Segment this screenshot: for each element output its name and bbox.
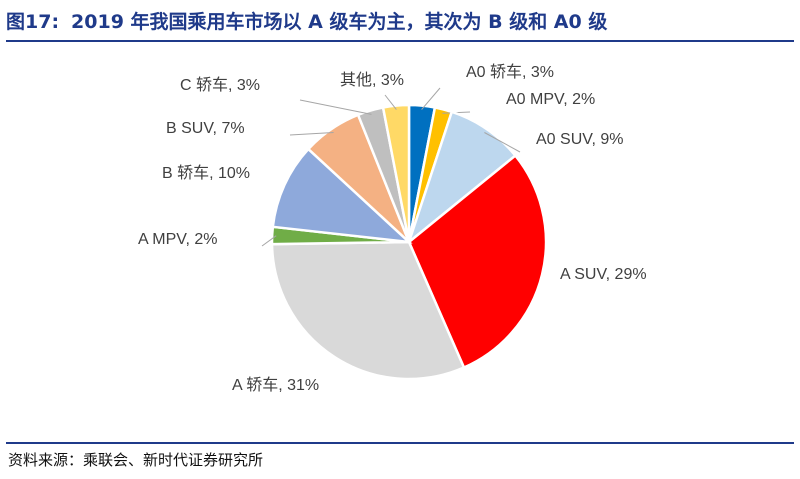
figure-title: 图17: 2019 年我国乘用车市场以 A 级车为主，其次为 B 级和 A0 级 bbox=[6, 6, 794, 38]
pie-chart: A0 轿车, 3% A0 MPV, 2% A0 SUV, 9% A SUV, 29% A… bbox=[138, 63, 647, 394]
data-label-3: A SUV, 29% bbox=[560, 266, 647, 283]
data-label-6: B 轿车, 10% bbox=[162, 164, 250, 182]
data-label-9: 其他, 3% bbox=[340, 71, 404, 89]
data-label-1: A0 MPV, 2% bbox=[506, 91, 595, 108]
figure-title-text: 2019 年我国乘用车市场以 A 级车为主，其次为 B 级和 A0 级 bbox=[71, 11, 608, 33]
source-rule bbox=[6, 442, 794, 444]
pie-slice-9 bbox=[381, 103, 411, 243]
data-label-7: B SUV, 7% bbox=[166, 120, 245, 137]
source-note: 资料来源：乘联会、新时代证券研究所 bbox=[8, 451, 264, 469]
figure-number: 图17: bbox=[6, 11, 60, 33]
leader-line-9 bbox=[384, 94, 397, 110]
data-label-0: A0 轿车, 3% bbox=[466, 63, 554, 81]
leader-line-7 bbox=[289, 132, 334, 136]
title-rule bbox=[6, 40, 794, 42]
pie-slice-4 bbox=[270, 240, 466, 381]
data-label-2: A0 SUV, 9% bbox=[536, 131, 623, 148]
pie-slice-6 bbox=[271, 147, 413, 244]
pie-slice-2 bbox=[406, 110, 518, 246]
data-label-8: C 轿车, 3% bbox=[180, 76, 260, 94]
leader-line-0 bbox=[421, 87, 441, 110]
data-label-4: A 轿车, 31% bbox=[232, 376, 319, 394]
pie-slice-3 bbox=[407, 153, 548, 370]
leader-line-8 bbox=[299, 99, 372, 115]
leader-line-2 bbox=[484, 132, 521, 153]
data-label-5: A MPV, 2% bbox=[138, 231, 217, 248]
leader-line-5 bbox=[261, 235, 277, 247]
